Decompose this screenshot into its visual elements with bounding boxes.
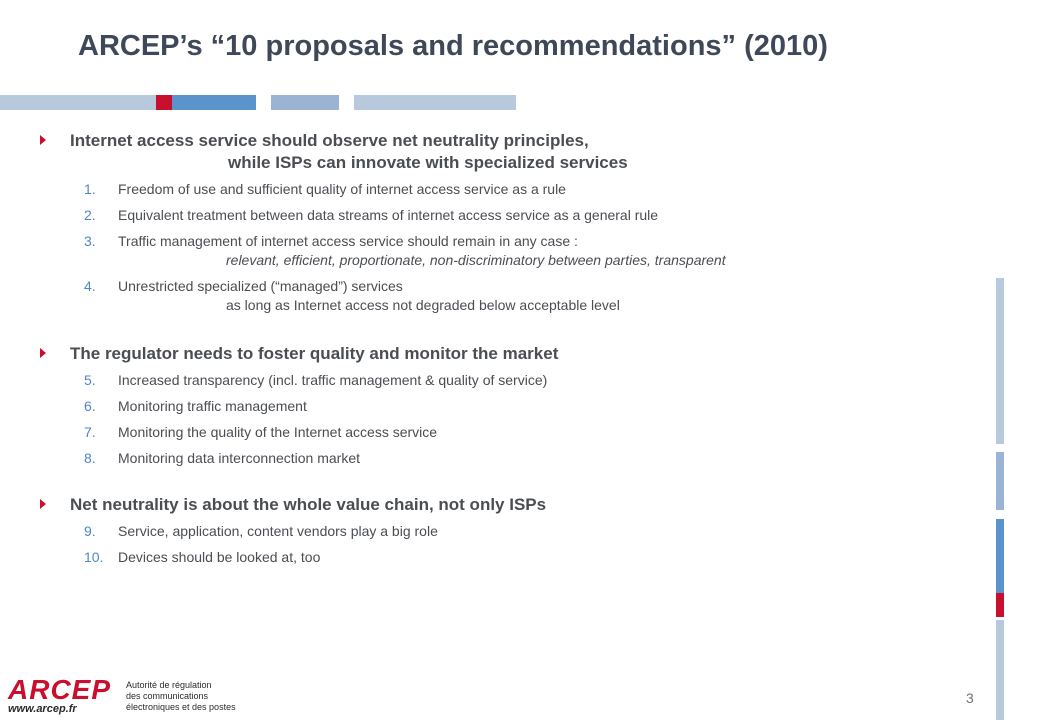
recommendation-list: 1. Freedom of use and sufficient quality… <box>40 180 970 315</box>
item-text: Increased transparency (incl. traffic ma… <box>118 372 548 388</box>
bullet-arrow-icon <box>40 348 46 358</box>
heading-line: The regulator needs to foster quality an… <box>70 344 559 363</box>
title-bar-accent <box>156 95 172 110</box>
tagline-line: électroniques et des postes <box>126 702 236 712</box>
heading-line: Internet access service should observe n… <box>70 131 589 150</box>
item-text: Service, application, content vendors pl… <box>118 523 438 539</box>
side-bar-segment <box>996 519 1004 593</box>
item-text: Equivalent treatment between data stream… <box>118 207 659 223</box>
item-text: Unrestricted specialized (“managed”) ser… <box>118 278 403 294</box>
slide-content: Internet access service should observe n… <box>40 130 970 574</box>
heading-line: Net neutrality is about the whole value … <box>70 495 547 514</box>
list-item: 4. Unrestricted specialized (“managed”) … <box>40 277 970 315</box>
title-bar-segment <box>354 95 516 110</box>
logo-tagline: Autorité de régulation des communication… <box>126 680 246 713</box>
logo-wordmark: ARCEP <box>8 674 112 705</box>
heading-line: while ISPs can innovate with specialized… <box>228 153 628 172</box>
title-bar-segment <box>172 95 256 110</box>
item-text: Monitoring data interconnection market <box>118 450 361 466</box>
item-text: Devices should be looked at, too <box>118 549 321 565</box>
item-number: 10. <box>84 549 104 565</box>
item-text: Monitoring the quality of the Internet a… <box>118 424 438 440</box>
bullet-arrow-icon <box>40 499 46 509</box>
section-heading: Net neutrality is about the whole value … <box>40 494 970 516</box>
page-number: 3 <box>966 690 974 706</box>
item-number: 8. <box>84 450 96 466</box>
list-item: 9. Service, application, content vendors… <box>40 522 970 541</box>
section-heading: Internet access service should observe n… <box>40 130 970 174</box>
list-item: 1. Freedom of use and sufficient quality… <box>40 180 970 199</box>
tagline-line: des communications <box>126 691 209 701</box>
bullet-arrow-icon <box>40 135 46 145</box>
item-subtext: relevant, efficient, proportionate, non-… <box>226 252 726 268</box>
item-number: 1. <box>84 181 96 197</box>
tagline-line: Autorité de régulation <box>126 680 212 690</box>
arcep-logo: ARCEP www.arcep.fr Autorité de régulatio… <box>4 676 244 718</box>
item-number: 3. <box>84 233 96 249</box>
item-number: 6. <box>84 398 96 414</box>
item-number: 7. <box>84 424 96 440</box>
side-bar-segment <box>996 620 1004 720</box>
title-bar-segment <box>0 95 156 110</box>
logo-url: www.arcep.fr <box>8 703 77 715</box>
list-item: 8. Monitoring data interconnection marke… <box>40 449 970 468</box>
item-text: Monitoring traffic management <box>118 398 307 414</box>
side-bar-accent <box>996 593 1004 617</box>
list-item: 7. Monitoring the quality of the Interne… <box>40 423 970 442</box>
item-number: 9. <box>84 523 96 539</box>
section-heading: The regulator needs to foster quality an… <box>40 343 970 365</box>
list-item: 10. Devices should be looked at, too <box>40 548 970 567</box>
side-bar-segment <box>996 278 1004 444</box>
list-item: 6. Monitoring traffic management <box>40 397 970 416</box>
side-bar-segment <box>996 452 1004 510</box>
slide-title: ARCEP’s “10 proposals and recommendation… <box>78 30 828 62</box>
item-text: Freedom of use and sufficient quality of… <box>118 181 566 197</box>
section-regulator-role: The regulator needs to foster quality an… <box>40 343 970 468</box>
list-item: 5. Increased transparency (incl. traffic… <box>40 371 970 390</box>
item-number: 5. <box>84 372 96 388</box>
section-net-neutrality-principles: Internet access service should observe n… <box>40 130 970 315</box>
item-number: 2. <box>84 207 96 223</box>
item-subtext: as long as Internet access not degraded … <box>226 297 620 313</box>
list-item: 2. Equivalent treatment between data str… <box>40 206 970 225</box>
item-number: 4. <box>84 278 96 294</box>
section-value-chain: Net neutrality is about the whole value … <box>40 494 970 567</box>
title-bar-segment <box>271 95 339 110</box>
recommendation-list: 9. Service, application, content vendors… <box>40 522 970 567</box>
item-text: Traffic management of internet access se… <box>118 233 578 249</box>
list-item: 3. Traffic management of internet access… <box>40 232 970 270</box>
recommendation-list: 5. Increased transparency (incl. traffic… <box>40 371 970 468</box>
